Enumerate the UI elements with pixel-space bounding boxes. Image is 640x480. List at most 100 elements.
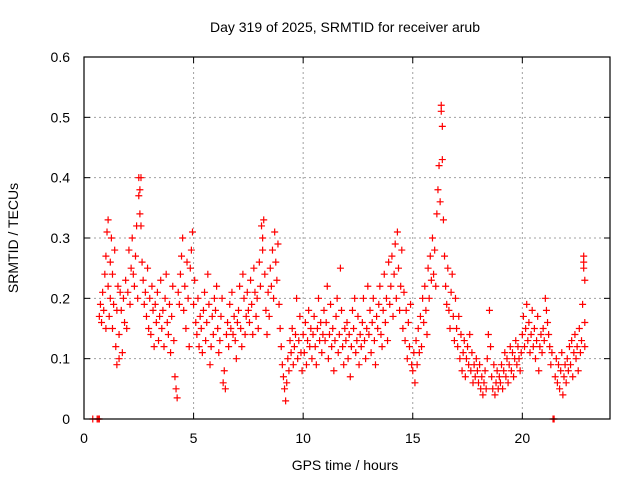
data-point	[103, 228, 111, 236]
data-point	[445, 306, 453, 314]
data-point	[218, 294, 226, 302]
data-point	[443, 300, 451, 308]
data-point	[203, 318, 211, 326]
data-point	[399, 325, 407, 332]
data-point	[108, 325, 116, 332]
data-point	[573, 343, 581, 351]
data-point	[358, 318, 366, 326]
data-point	[374, 325, 382, 332]
data-point	[300, 349, 308, 357]
data-point	[376, 282, 384, 290]
data-point	[321, 337, 329, 345]
data-point	[244, 306, 252, 314]
data-point	[389, 312, 397, 320]
data-point	[237, 325, 245, 332]
data-point	[178, 252, 186, 260]
data-point	[481, 367, 489, 375]
data-point	[241, 331, 249, 339]
data-point	[181, 282, 189, 290]
data-point	[222, 331, 230, 339]
data-point	[353, 337, 361, 345]
data-point	[199, 306, 207, 314]
data-point	[381, 318, 389, 326]
data-point	[512, 337, 520, 345]
data-point	[250, 264, 258, 272]
data-point	[102, 252, 110, 260]
data-point	[151, 300, 159, 308]
data-point	[149, 306, 157, 314]
data-point	[499, 385, 507, 393]
data-point	[558, 349, 566, 357]
data-point	[98, 318, 106, 326]
data-point	[541, 294, 549, 302]
data-point	[552, 355, 560, 363]
x-tick-label: 10	[295, 430, 311, 446]
data-point	[259, 234, 267, 242]
data-point	[170, 337, 178, 345]
data-point	[437, 101, 445, 109]
data-point	[117, 306, 125, 314]
data-point	[580, 264, 588, 272]
data-point	[168, 312, 176, 320]
data-point	[104, 282, 112, 290]
x-tick-label: 20	[515, 430, 531, 446]
data-point	[421, 282, 429, 290]
data-point	[238, 343, 246, 351]
data-point	[484, 331, 492, 339]
data-point	[420, 318, 428, 326]
y-tick-label: 0.2	[51, 290, 71, 306]
data-point	[514, 343, 522, 351]
data-point	[283, 379, 291, 387]
data-point	[365, 331, 373, 339]
data-point	[336, 264, 344, 272]
data-point	[581, 276, 589, 284]
data-point	[418, 343, 426, 351]
data-point	[488, 373, 496, 381]
data-point	[185, 343, 193, 351]
data-point	[533, 337, 541, 345]
data-point	[294, 355, 302, 363]
data-point	[576, 349, 584, 357]
data-point	[553, 379, 561, 387]
data-point	[176, 270, 184, 278]
data-point	[447, 288, 455, 296]
data-point	[473, 367, 481, 375]
data-point	[345, 331, 353, 339]
data-point	[285, 367, 293, 375]
data-point	[231, 337, 239, 345]
data-point	[468, 349, 476, 357]
data-point	[318, 349, 326, 357]
data-point	[493, 367, 501, 375]
data-point	[128, 234, 136, 242]
data-point	[147, 331, 155, 339]
data-point	[544, 318, 552, 326]
data-point	[483, 355, 491, 363]
data-point	[392, 294, 400, 302]
data-point	[188, 228, 196, 236]
data-point	[262, 306, 270, 314]
data-point	[506, 343, 514, 351]
data-point	[219, 379, 227, 387]
data-point	[419, 294, 427, 302]
data-point	[502, 373, 510, 381]
data-point	[286, 337, 294, 345]
data-point	[302, 361, 310, 369]
data-point	[542, 306, 550, 314]
y-axis-label: SRMTID / TECUs	[5, 183, 21, 293]
data-point	[158, 325, 166, 332]
data-point	[427, 276, 435, 284]
data-point	[184, 294, 192, 302]
data-point	[232, 355, 240, 363]
data-point	[96, 300, 104, 308]
data-point	[527, 331, 535, 339]
data-point	[242, 312, 250, 320]
data-point	[523, 300, 531, 308]
data-point	[578, 337, 586, 345]
data-point	[450, 337, 458, 345]
data-point	[194, 294, 202, 302]
data-point	[334, 349, 342, 357]
data-point	[142, 312, 150, 320]
data-point	[305, 306, 313, 314]
data-point	[428, 234, 436, 242]
data-point	[423, 331, 431, 339]
